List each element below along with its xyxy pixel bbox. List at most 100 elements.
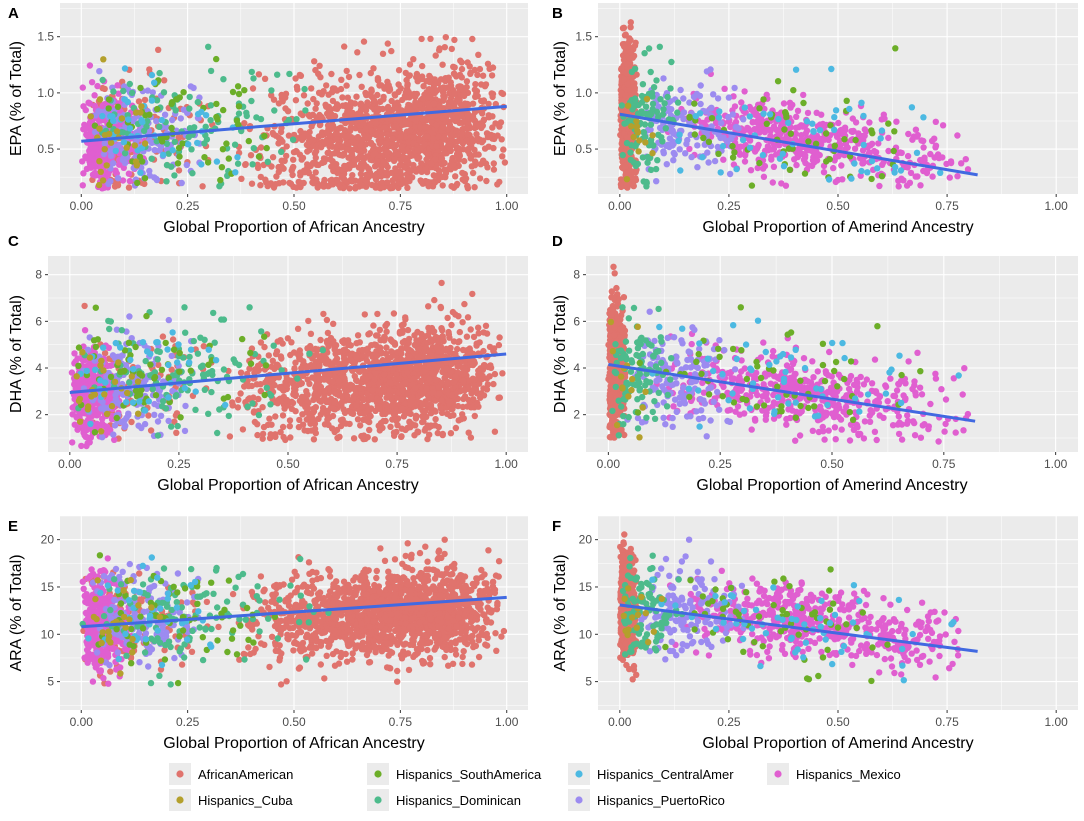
- data-point: [874, 165, 881, 172]
- data-point: [739, 136, 747, 144]
- data-point: [793, 161, 800, 169]
- data-point: [92, 145, 99, 152]
- data-point: [461, 157, 468, 165]
- data-point: [301, 427, 308, 434]
- data-point: [134, 179, 141, 187]
- data-point: [255, 71, 263, 78]
- data-point: [157, 134, 164, 142]
- data-point: [113, 128, 121, 135]
- data-point: [163, 123, 170, 131]
- data-point: [422, 344, 430, 351]
- data-point: [655, 113, 662, 121]
- data-point: [270, 96, 278, 103]
- data-point: [649, 93, 656, 100]
- data-point: [395, 151, 402, 158]
- data-point: [418, 160, 425, 167]
- data-point: [740, 116, 747, 123]
- data-point: [907, 169, 915, 177]
- data-point: [457, 57, 464, 64]
- data-point: [99, 112, 106, 120]
- data-point: [686, 114, 693, 121]
- data-point: [282, 90, 290, 98]
- data-point: [671, 151, 678, 158]
- data-point: [912, 126, 920, 133]
- data-point: [447, 131, 454, 139]
- data-point: [339, 393, 346, 400]
- data-point: [656, 43, 663, 50]
- data-point: [156, 123, 163, 130]
- data-point: [623, 169, 630, 177]
- data-point: [756, 159, 763, 167]
- data-point: [710, 91, 717, 98]
- data-point: [727, 123, 734, 131]
- data-point: [391, 156, 398, 163]
- data-point: [753, 145, 760, 153]
- data-point: [337, 184, 344, 191]
- data-point: [430, 100, 438, 107]
- data-point: [123, 144, 130, 151]
- data-point: [766, 111, 774, 118]
- data-point: [287, 180, 295, 187]
- data-point: [623, 181, 630, 189]
- data-point: [318, 144, 325, 151]
- data-point: [480, 97, 488, 104]
- data-point: [726, 170, 734, 178]
- data-point: [677, 167, 684, 174]
- data-point: [828, 65, 835, 73]
- data-point: [189, 170, 196, 177]
- data-point: [891, 128, 898, 135]
- data-point: [624, 134, 631, 141]
- data-point: [388, 97, 395, 105]
- data-point: [820, 169, 828, 176]
- data-point: [872, 149, 880, 156]
- data-point: [636, 137, 643, 144]
- data-point: [100, 56, 107, 63]
- data-point: [860, 141, 867, 149]
- data-point: [148, 155, 155, 162]
- data-point: [892, 163, 899, 171]
- data-point: [279, 412, 287, 419]
- x-tick-label: 1.00: [1045, 199, 1069, 213]
- data-point: [793, 113, 800, 121]
- data-point: [459, 169, 466, 177]
- data-point: [318, 182, 326, 189]
- data-point: [340, 132, 347, 139]
- data-point: [755, 125, 762, 132]
- x-tick-label: 0.00: [608, 199, 632, 213]
- data-point: [259, 430, 267, 438]
- data-point: [296, 179, 303, 186]
- data-point: [213, 100, 220, 108]
- data-point: [385, 82, 392, 89]
- data-point: [153, 97, 161, 104]
- data-point: [494, 132, 501, 139]
- data-point: [358, 83, 365, 91]
- data-point: [619, 25, 627, 32]
- data-point: [305, 111, 312, 119]
- data-point: [875, 140, 882, 147]
- data-point: [223, 140, 230, 147]
- data-point: [619, 151, 626, 159]
- data-point: [297, 110, 304, 117]
- data-point: [368, 181, 376, 189]
- data-point: [109, 113, 116, 120]
- data-point: [440, 94, 448, 102]
- data-point: [691, 100, 698, 107]
- data-point: [367, 140, 375, 147]
- data-point: [775, 115, 782, 123]
- data-point: [458, 65, 466, 73]
- data-point: [137, 84, 144, 92]
- data-point: [770, 163, 778, 170]
- data-point: [917, 156, 924, 164]
- data-point: [449, 308, 457, 316]
- data-point: [463, 78, 471, 85]
- data-point: [144, 87, 151, 94]
- data-point: [338, 76, 345, 84]
- data-point: [731, 149, 738, 156]
- data-point: [310, 436, 318, 443]
- data-point: [436, 102, 443, 110]
- data-point: [469, 138, 477, 145]
- x-axis-label: Global Proportion of African Ancestry: [163, 219, 424, 236]
- data-point: [275, 140, 282, 147]
- data-point: [347, 409, 355, 417]
- data-point: [327, 151, 335, 158]
